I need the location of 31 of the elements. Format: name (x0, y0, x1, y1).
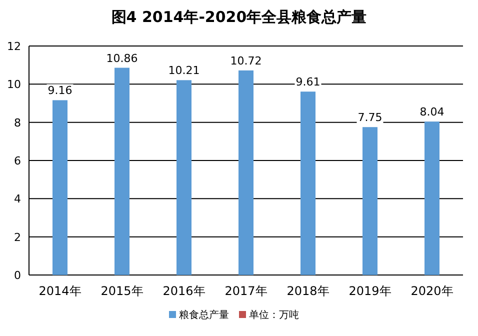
x-tick-label: 2014年 (38, 284, 82, 298)
bar (52, 100, 68, 275)
y-tick-label: 6 (14, 154, 21, 168)
y-tick-label: 10 (7, 78, 21, 92)
x-tick-label: 2019年 (348, 284, 392, 298)
x-tick-label: 2015年 (100, 284, 144, 298)
bar (176, 80, 192, 275)
bar (114, 68, 130, 275)
bar (300, 92, 316, 275)
bar (424, 122, 440, 275)
y-tick-label: 2 (14, 230, 21, 244)
data-label: 7.75 (358, 111, 382, 124)
data-label: 10.72 (230, 54, 262, 68)
x-tick-label: 2016年 (162, 284, 206, 298)
bar (238, 70, 254, 275)
y-tick-label: 12 (7, 40, 21, 53)
y-tick-label: 4 (14, 192, 21, 206)
data-label: 9.61 (296, 76, 320, 89)
chart-title: 图4 2014年-2020年全县粮食总产量 (111, 8, 367, 26)
x-tick-label: 2017年 (224, 284, 268, 298)
legend-label: 单位：万吨 (249, 309, 299, 321)
data-label: 8.04 (420, 106, 444, 119)
bar (362, 127, 378, 275)
data-label: 10.86 (106, 52, 138, 65)
legend-label: 粮食总产量 (179, 309, 229, 321)
x-tick-label: 2018年 (286, 284, 330, 298)
data-label: 9.16 (48, 84, 72, 98)
y-tick-label: 0 (14, 269, 21, 282)
y-tick-label: 8 (14, 116, 21, 130)
x-tick-label: 2020年 (410, 284, 454, 298)
data-label: 10.21 (168, 64, 200, 78)
